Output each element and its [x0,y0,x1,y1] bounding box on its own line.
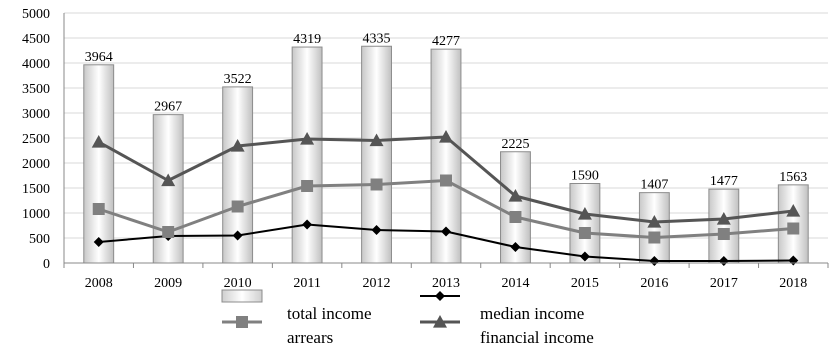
y-tick-label: 3000 [22,107,50,122]
x-tick-label: 2014 [501,276,529,291]
bar-label-2014: 2225 [501,137,529,152]
y-tick-label: 3500 [22,82,50,97]
point-median-income-2008 [93,237,104,247]
point-median-income-2014 [510,242,521,252]
point-financial-income-2014 [508,189,523,202]
line-series [91,130,801,266]
bar-2008 [83,64,115,264]
point-financial-income-2017 [716,212,731,225]
point-median-income-2011 [302,219,313,230]
point-median-income-2012 [371,225,382,235]
legend-item-total-income: total income [221,289,372,323]
x-tick-label: 2011 [293,276,320,291]
legend-label: arrears [287,328,333,347]
y-tick-label: 4500 [22,32,50,47]
point-financial-income-2011 [300,132,315,145]
legend-label: total income [287,304,372,323]
y-tick-label: 0 [43,257,50,272]
bar-label-2016: 1407 [640,178,668,193]
bar-data-labels: 3964 2967 3522 4319 4335 4277 2225 1590 1407 1477… [85,31,808,192]
x-tick-label: 2013 [432,276,460,291]
legend-item-financial-income: financial income [420,315,594,347]
bar-2016 [638,192,670,264]
bar-2011 [291,46,323,264]
bar-label-2015: 1590 [571,169,599,184]
x-tick-label: 2015 [571,276,599,291]
y-tick-label: 4000 [22,57,50,72]
legend-label: financial income [480,328,594,347]
bar-label-2009: 2967 [154,100,182,115]
point-financial-income-2015 [577,207,592,220]
legend-label: median income [480,304,584,323]
point-financial-income-2018 [786,204,801,217]
point-arrears-2017 [717,228,730,240]
y-tick-label: 2500 [22,132,50,147]
point-financial-income-2016 [647,215,662,228]
legend-item-arrears: arrears [222,316,333,347]
y-tick-label: 500 [29,232,50,247]
point-arrears-2018 [787,222,800,235]
bar-label-2008: 3964 [85,50,113,65]
point-financial-income-2009 [161,173,176,187]
point-median-income-2015 [579,251,590,262]
y-axis: 0 500 1000 1500 2000 2500 3000 3500 4000 4500 5000 [22,7,65,272]
x-tick-label: 2016 [640,276,668,291]
y-tick-label: 1000 [22,207,50,222]
point-median-income-2013 [441,226,451,237]
legend-item-median-income: median income [420,291,584,323]
x-tick-label: 2009 [154,276,182,291]
x-tick-label: 2012 [363,276,391,291]
point-arrears-2013 [440,174,452,187]
point-financial-income-2008 [91,135,106,148]
point-financial-income-2012 [369,133,384,147]
bar-label-2017: 1477 [710,174,738,189]
bar-2017 [708,188,740,264]
y-tick-label: 5000 [22,7,50,22]
point-arrears-2015 [578,227,591,239]
legend-swatch [221,289,263,303]
point-arrears-2010 [231,200,244,213]
bar-2015 [569,183,601,264]
bar-label-2013: 4277 [432,34,460,49]
y-tick-label: 1500 [22,182,50,197]
x-tick-label: 2018 [779,276,807,291]
point-median-income-2010 [232,230,243,241]
bar-label-2010: 3522 [224,72,252,87]
point-arrears-2008 [92,203,105,215]
x-tick-label: 2017 [710,276,738,291]
legend: total income median income arrears financia… [221,289,594,347]
point-arrears-2012 [370,178,383,191]
x-tick-label: 2010 [224,276,252,291]
point-arrears-2009 [162,226,175,238]
point-financial-income-2010 [230,139,245,152]
point-arrears-2011 [301,180,314,192]
x-axis: 2008 2009 2010 2011 2012 2013 2014 2015 2016 2017… [63,262,829,291]
x-tick-label: 2008 [85,276,113,291]
bar-label-2011: 4319 [293,32,321,47]
bar-label-2018: 1563 [779,170,807,185]
bar-label-2012: 4335 [363,31,391,46]
y-tick-label: 2000 [22,157,50,172]
point-arrears-2016 [648,231,661,244]
point-financial-income-2013 [439,130,453,143]
point-arrears-2014 [509,211,522,223]
